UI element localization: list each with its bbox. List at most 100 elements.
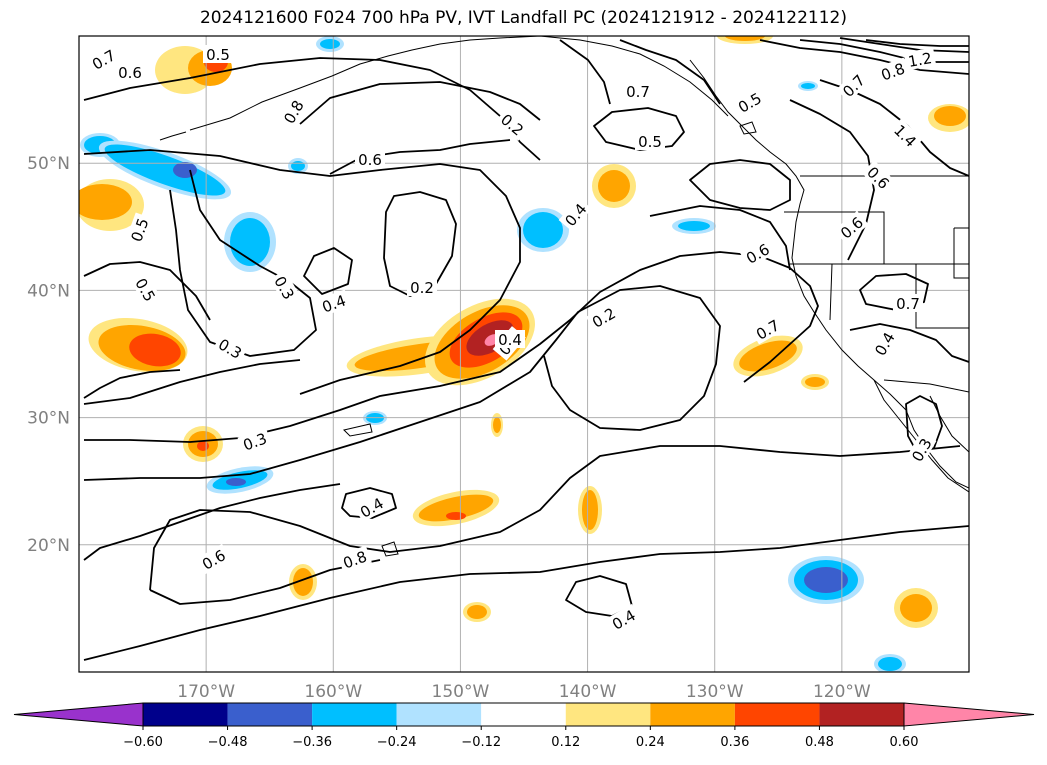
pv-contour bbox=[905, 395, 943, 455]
pv-contour bbox=[303, 247, 353, 295]
contour-label-bg bbox=[623, 82, 653, 100]
pv-contour bbox=[849, 323, 969, 363]
pv-contour bbox=[865, 39, 969, 47]
colorbar-tick-label: 0.36 bbox=[720, 735, 749, 750]
contour-label-bg bbox=[905, 432, 937, 467]
contour-label-bg bbox=[354, 491, 389, 523]
contour-label-bg bbox=[316, 289, 351, 317]
colorbar: −0.60 −0.48 −0.36 −0.24 −0.12 0.12 0.24 0.36 0.4… bbox=[13, 702, 1035, 750]
pv-contour bbox=[83, 369, 181, 399]
pv-contour bbox=[299, 81, 541, 125]
contour-label-bg bbox=[115, 63, 145, 81]
contour-label: 0.5 bbox=[206, 46, 230, 64]
colorbar-segment bbox=[227, 703, 313, 726]
contour-label: 0.6 bbox=[358, 151, 382, 169]
pv-contour bbox=[649, 205, 791, 271]
anomaly-blob bbox=[900, 594, 932, 622]
anomaly-blob bbox=[467, 605, 487, 619]
contour-label: 0.6 bbox=[118, 64, 142, 82]
contour-label: 0.7 bbox=[626, 83, 650, 101]
coastline-bc bbox=[689, 59, 805, 241]
colorbar-tick-label: −0.36 bbox=[292, 735, 332, 750]
coastline-aleutians bbox=[159, 131, 187, 141]
contour-label: 0.4 bbox=[498, 331, 522, 349]
anomaly-blob bbox=[678, 221, 710, 231]
colorbar-segment bbox=[312, 703, 397, 726]
anomaly-blob bbox=[226, 478, 246, 486]
contour-label-bg bbox=[277, 94, 309, 129]
pv-contour bbox=[619, 39, 721, 105]
pv-contour bbox=[565, 575, 633, 617]
contour-label-bg bbox=[635, 132, 665, 150]
anomaly-blob bbox=[804, 567, 848, 593]
pv-contour bbox=[759, 39, 969, 75]
coastline-uswest bbox=[791, 239, 907, 411]
border-us-mexico bbox=[883, 379, 969, 393]
contour-label-bg bbox=[125, 212, 153, 247]
colorbar-tick-label: 0.60 bbox=[890, 735, 919, 750]
pv-contour bbox=[689, 159, 791, 211]
lon-tick-label: 150°W bbox=[432, 682, 490, 702]
anomaly-blob bbox=[582, 490, 598, 530]
pv-contour bbox=[149, 445, 961, 591]
colorbar-tick-label: −0.12 bbox=[461, 735, 501, 750]
colorbar-segment bbox=[819, 703, 904, 726]
pv-contour bbox=[149, 559, 381, 605]
lon-tick-label: 170°W bbox=[177, 682, 235, 702]
contour-label-bg bbox=[495, 107, 530, 141]
pv-contour bbox=[859, 273, 929, 311]
pv-contour bbox=[341, 487, 397, 519]
anomaly-blob bbox=[523, 212, 563, 248]
anomaly-blob bbox=[934, 106, 966, 126]
coastline-gulf-california bbox=[905, 409, 969, 489]
pv-contour bbox=[83, 261, 211, 321]
contour-label: 0.7 bbox=[896, 295, 920, 313]
anomaly-blob bbox=[129, 333, 181, 367]
border-box bbox=[953, 227, 969, 279]
coastline-island bbox=[739, 121, 757, 135]
figure-title: 2024121600 F024 700 hPa PV, IVT Landfall… bbox=[199, 8, 847, 28]
anomaly-blob bbox=[739, 340, 797, 372]
contour-label-bg bbox=[130, 272, 162, 307]
colorbar-segment bbox=[396, 703, 482, 726]
contour-label-bg bbox=[888, 118, 923, 153]
map-frame bbox=[78, 35, 970, 673]
lat-tick-label: 40°N bbox=[27, 281, 70, 301]
anomaly-shading bbox=[79, 36, 969, 672]
pv-contour bbox=[839, 37, 969, 53]
border-states bbox=[784, 211, 969, 329]
contour-label-bg bbox=[868, 326, 900, 361]
contour-label-bg bbox=[407, 278, 437, 296]
contour-label-bg bbox=[606, 603, 641, 635]
colorbar-tick-label: −0.60 bbox=[123, 735, 163, 750]
coastline-alaska bbox=[189, 36, 729, 131]
contour-label: 0.2 bbox=[410, 279, 434, 297]
colorbar-frame bbox=[142, 702, 905, 727]
colorbar-segment bbox=[650, 703, 735, 726]
anomaly-blob bbox=[805, 377, 825, 387]
contour-label-bg bbox=[586, 301, 621, 333]
colorbar-segment bbox=[734, 703, 820, 726]
anomaly-blob bbox=[293, 568, 313, 596]
anomaly-blob bbox=[598, 170, 630, 202]
lat-tick-label: 20°N bbox=[27, 536, 70, 556]
anomaly-blob bbox=[291, 161, 305, 171]
colorbar-tick-label: −0.48 bbox=[208, 735, 248, 750]
lon-tick-label: 130°W bbox=[686, 682, 744, 702]
anomaly-blob bbox=[801, 83, 815, 89]
anomaly-blob bbox=[320, 39, 340, 49]
colorbar-segment bbox=[565, 703, 651, 726]
lat-tick-label: 30°N bbox=[27, 409, 70, 429]
contour-label-bg bbox=[337, 545, 372, 573]
pv-contour bbox=[83, 359, 301, 405]
contour-label-bg bbox=[196, 543, 231, 575]
pv-contour bbox=[169, 169, 317, 357]
colorbar-tick-label: −0.24 bbox=[377, 735, 417, 750]
colorbar-extend-min bbox=[13, 702, 144, 727]
contour-label-bg bbox=[86, 43, 121, 75]
contour-label-bg bbox=[269, 270, 301, 305]
contour-label-bg bbox=[213, 332, 248, 364]
coastlines bbox=[159, 36, 969, 557]
longitude-ticks: 170°W 160°W 150°W 140°W 130°W 120°W bbox=[177, 682, 871, 702]
